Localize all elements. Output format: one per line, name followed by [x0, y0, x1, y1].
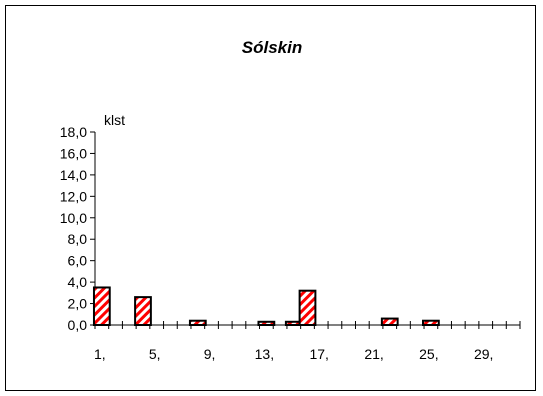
y-axis-label: klst — [104, 112, 125, 128]
x-tick-label: 1, — [94, 346, 106, 362]
y-tick-label: 8,0 — [68, 231, 88, 247]
y-tick-label: 18,0 — [60, 124, 87, 140]
bar — [422, 319, 440, 327]
y-tick-label: 10,0 — [60, 210, 87, 226]
x-tick-label: 5, — [149, 346, 161, 362]
x-tick-label: 13, — [255, 346, 274, 362]
x-axis: 1, 5, 9, 13, 17, 21, 25, 29, — [94, 321, 521, 362]
y-tick-label: 12,0 — [60, 188, 87, 204]
bar — [380, 317, 399, 327]
y-axis: 0,0 2,0 4,0 6,0 8,0 10,0 12,0 14,0 16,0 18,0 — [60, 124, 96, 333]
bar — [134, 296, 152, 326]
chart-frame — [5, 5, 536, 391]
x-tick-label: 21, — [364, 346, 383, 362]
y-tick-label: 16,0 — [60, 145, 87, 161]
bar — [92, 286, 111, 327]
y-tick-label: 14,0 — [60, 167, 87, 183]
bar — [257, 320, 276, 326]
chart-title: Sólskin — [242, 38, 302, 57]
x-tick-label: 17, — [309, 346, 328, 362]
y-tick-label: 6,0 — [68, 253, 88, 269]
x-tick-label: 9, — [204, 346, 216, 362]
bars — [92, 286, 440, 327]
y-tick-label: 0,0 — [68, 317, 88, 333]
x-tick-label: 29, — [474, 346, 493, 362]
bar — [298, 289, 317, 327]
bar — [188, 319, 207, 327]
y-tick-label: 2,0 — [68, 296, 88, 312]
y-tick-label: 4,0 — [68, 274, 88, 290]
x-tick-label: 25, — [419, 346, 438, 362]
